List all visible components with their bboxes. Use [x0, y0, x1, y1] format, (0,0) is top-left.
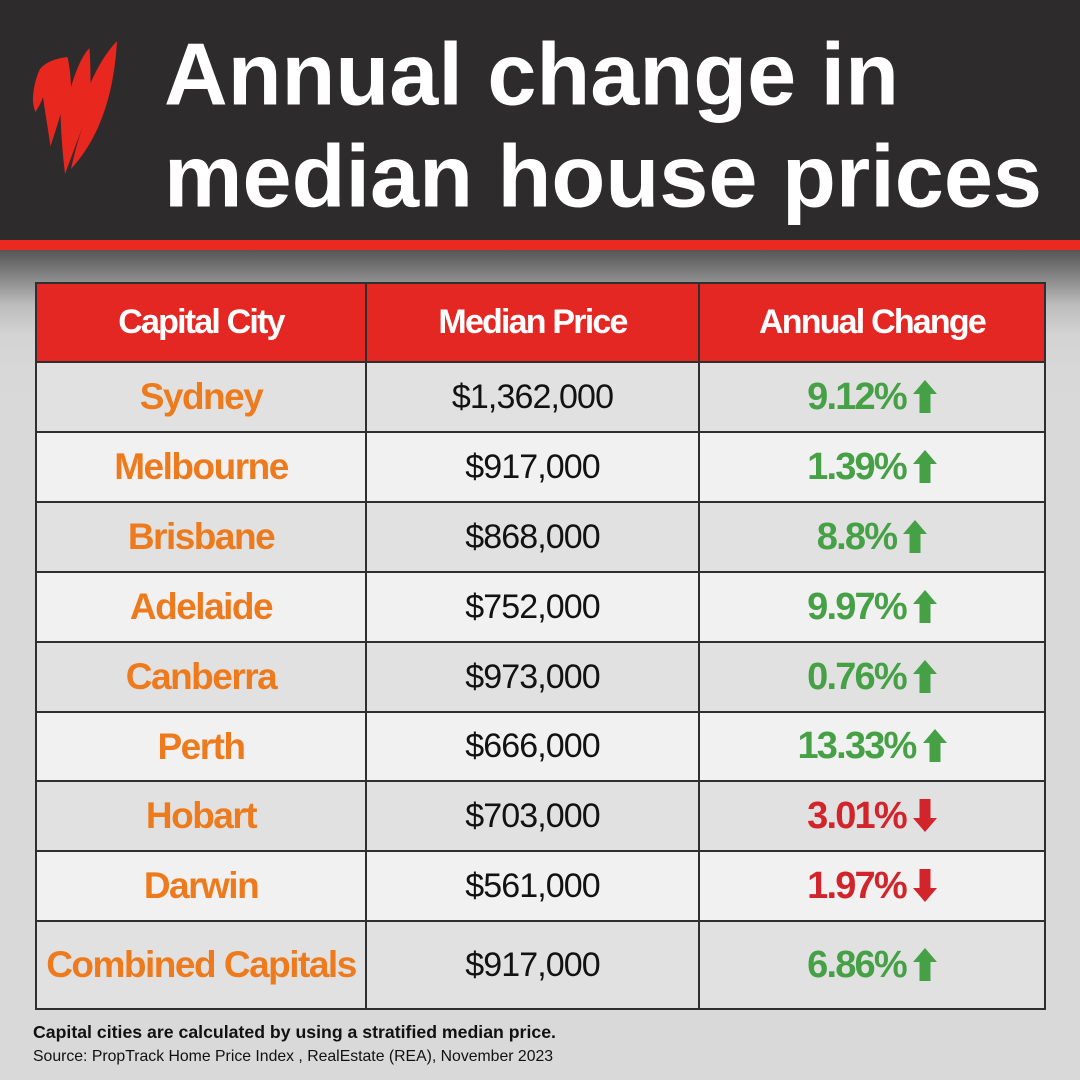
svg-text:Annual change in: Annual change in: [164, 25, 899, 124]
svg-text:median house prices: median house prices: [164, 127, 1042, 226]
